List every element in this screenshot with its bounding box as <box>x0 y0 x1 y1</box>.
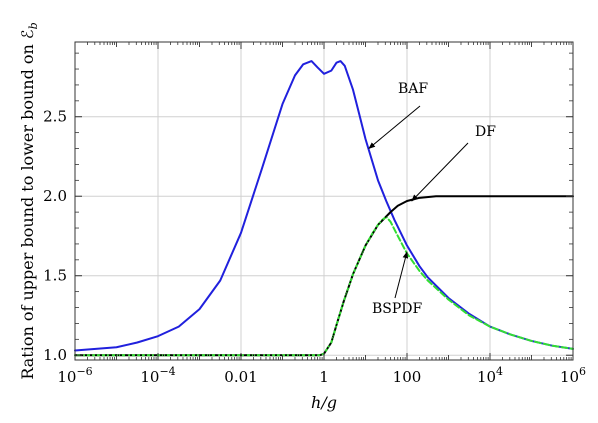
axes: 10−6 10−4 0.01 1 100 104 1061.01.52.02.5h/gRat… <box>18 22 586 412</box>
y-tick-label: 1.0 <box>43 346 67 364</box>
annotation-arrow-baf <box>368 105 421 149</box>
x-tick-label-base: 10 <box>477 368 496 386</box>
annotation-label-bspdf: BSPDF <box>372 301 423 317</box>
x-tick-label: 0.01 <box>224 368 257 386</box>
x-tick-label: 1 <box>319 368 329 386</box>
x-tick-label: 104 <box>477 365 503 386</box>
x-tick-label: 10−4 <box>140 365 175 386</box>
x-tick-label-base: 10 <box>140 368 159 386</box>
annotation-arrow-bspdf <box>394 251 409 299</box>
y-tick-label: 2.0 <box>43 187 67 205</box>
series-layer <box>74 60 574 357</box>
y-axis-title-text: Ration of upper bound to lower bound on … <box>18 29 37 380</box>
x-axis-title: h/g <box>311 393 337 412</box>
y-axis-title: Ration of upper bound to lower bound on … <box>18 22 40 379</box>
x-tick-label-exponent: −6 <box>76 365 92 378</box>
annotation-arrow-df <box>411 142 469 202</box>
x-tick-label: 106 <box>560 365 586 386</box>
y-axis-title-subscript: b <box>27 22 40 29</box>
x-tick-label-base: 10 <box>560 368 579 386</box>
y-tick-label: 2.5 <box>43 108 67 126</box>
x-tick-label-base: 10 <box>57 368 76 386</box>
series-line-baf <box>74 60 574 352</box>
x-tick-label-exponent: −4 <box>159 365 175 378</box>
series-line-df-overlay <box>75 211 392 357</box>
x-tick-label-exponent: 4 <box>496 365 503 378</box>
x-tick-label: 10−6 <box>57 365 92 386</box>
y-tick-label: 1.5 <box>43 267 67 285</box>
annotations: BAF DF BSPDF <box>368 81 496 317</box>
annotation-label-df: DF <box>475 124 496 140</box>
annotation-label-baf: BAF <box>398 81 428 97</box>
x-tick-label-exponent: 6 <box>579 365 586 378</box>
grid <box>74 42 574 360</box>
x-tick-label: 100 <box>393 368 422 386</box>
